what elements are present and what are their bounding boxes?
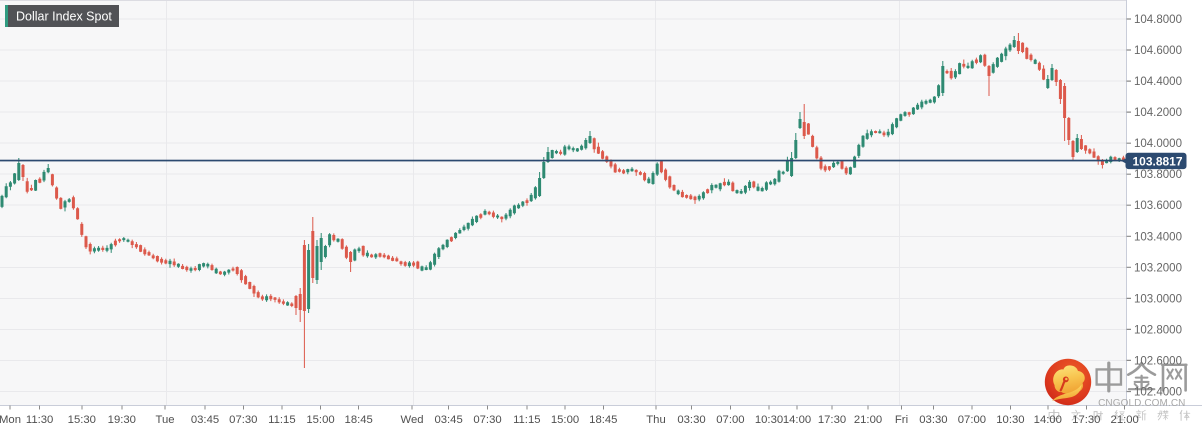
svg-text:03:45: 03:45 [191, 414, 219, 426]
svg-text:104.0000: 104.0000 [1134, 138, 1182, 150]
svg-text:17:30: 17:30 [1072, 414, 1100, 426]
svg-text:18:45: 18:45 [589, 414, 617, 426]
svg-text:103.4000: 103.4000 [1134, 231, 1182, 243]
svg-text:Mon: Mon [0, 414, 21, 426]
svg-text:Dollar Index Spot: Dollar Index Spot [16, 10, 112, 24]
svg-text:03:45: 03:45 [434, 414, 462, 426]
svg-text:19:30: 19:30 [108, 414, 136, 426]
svg-text:Tue: Tue [155, 414, 174, 426]
svg-text:11:15: 11:15 [513, 414, 540, 426]
svg-text:07:30: 07:30 [473, 414, 501, 426]
svg-text:102.8000: 102.8000 [1134, 324, 1182, 336]
svg-text:03:30: 03:30 [919, 414, 947, 426]
svg-text:11:15: 11:15 [268, 414, 295, 426]
svg-text:Wed: Wed [400, 414, 423, 426]
svg-text:104.8000: 104.8000 [1134, 14, 1182, 26]
svg-text:07:30: 07:30 [229, 414, 257, 426]
svg-text:15:30: 15:30 [68, 414, 96, 426]
svg-text:15:00: 15:00 [551, 414, 579, 426]
svg-text:102.6000: 102.6000 [1134, 355, 1182, 367]
svg-text:14:00: 14:00 [1034, 414, 1062, 426]
svg-text:Fri: Fri [895, 414, 908, 426]
svg-text:10:30: 10:30 [996, 414, 1024, 426]
svg-text:102.4000: 102.4000 [1134, 387, 1182, 399]
svg-text:10:30: 10:30 [755, 414, 783, 426]
svg-text:07:00: 07:00 [958, 414, 986, 426]
svg-text:03:30: 03:30 [677, 414, 705, 426]
svg-text:103.6000: 103.6000 [1134, 200, 1182, 212]
svg-text:15:00: 15:00 [306, 414, 334, 426]
svg-text:103.2000: 103.2000 [1134, 262, 1182, 274]
svg-text:104.4000: 104.4000 [1134, 76, 1182, 88]
svg-text:103.0000: 103.0000 [1134, 293, 1182, 305]
svg-text:Thu: Thu [646, 414, 665, 426]
svg-text:21:00: 21:00 [1111, 414, 1139, 426]
svg-text:104.2000: 104.2000 [1134, 107, 1182, 119]
svg-text:17:30: 17:30 [818, 414, 846, 426]
svg-text:CNGOLD.COM.CN: CNGOLD.COM.CN [1098, 398, 1185, 409]
svg-text:103.8000: 103.8000 [1134, 169, 1182, 181]
svg-text:21:00: 21:00 [854, 414, 882, 426]
svg-text:07:00: 07:00 [716, 414, 744, 426]
svg-text:103.8817: 103.8817 [1132, 155, 1182, 169]
svg-text:104.6000: 104.6000 [1134, 45, 1182, 57]
svg-text:14:00: 14:00 [783, 414, 811, 426]
svg-text:11:30: 11:30 [26, 414, 53, 426]
svg-text:18:45: 18:45 [345, 414, 373, 426]
